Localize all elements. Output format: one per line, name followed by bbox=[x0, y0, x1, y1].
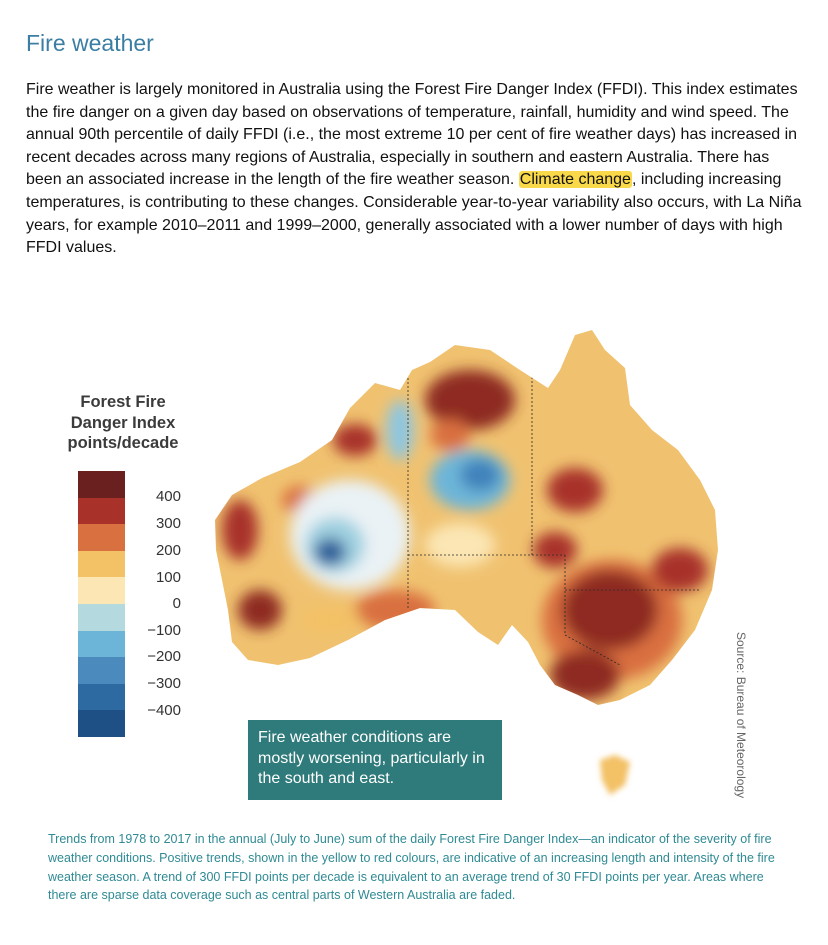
legend-tick: 400 bbox=[155, 488, 181, 505]
legend-swatch bbox=[78, 524, 125, 551]
legend-swatch bbox=[78, 630, 125, 658]
legend-tick: 300 bbox=[155, 515, 181, 532]
callout-box: Fire weather conditions are mostly worse… bbox=[248, 720, 502, 800]
source-credit: Source: Bureau of Meteorology bbox=[734, 632, 748, 799]
legend-swatch bbox=[78, 550, 125, 578]
legend-swatch bbox=[78, 497, 125, 525]
legend-title: Forest Fire Danger Index points/decade bbox=[58, 392, 188, 454]
legend-swatch bbox=[78, 577, 125, 604]
legend-tick: 100 bbox=[155, 569, 181, 586]
legend-swatch bbox=[78, 604, 125, 631]
legend-title-line-1: Forest Fire bbox=[80, 393, 166, 411]
australia-map bbox=[215, 330, 718, 795]
legend-tick: 200 bbox=[155, 542, 181, 559]
paragraph-text-2: , including increasing temperatures, is … bbox=[26, 171, 802, 257]
trend-field bbox=[215, 330, 718, 705]
ffdi-trend-figure: Forest Fire Danger Index points/decade 4… bbox=[0, 290, 828, 820]
legend-swatch bbox=[78, 710, 125, 737]
intro-paragraph: Fire weather is largely monitored in Aus… bbox=[26, 79, 802, 260]
legend-swatch bbox=[78, 683, 125, 711]
paragraph-text-1: Fire weather is largely monitored in Aus… bbox=[26, 81, 798, 189]
legend-title-line-3: points/decade bbox=[67, 434, 179, 452]
legend-tick: −100 bbox=[147, 622, 181, 639]
legend-title-line-2: Danger Index bbox=[70, 413, 176, 432]
legend-tick: −400 bbox=[147, 702, 181, 719]
legend-tick: −200 bbox=[147, 648, 181, 665]
page-title: Fire weather bbox=[26, 30, 154, 56]
legend-swatch bbox=[78, 657, 125, 684]
figure-caption: Trends from 1978 to 2017 in the annual (… bbox=[48, 832, 775, 903]
highlighted-text: Climate change bbox=[518, 171, 632, 189]
state-borders bbox=[407, 365, 700, 666]
legend-tick: −300 bbox=[147, 675, 181, 692]
legend-tick: 0 bbox=[172, 595, 181, 612]
legend-swatch bbox=[78, 471, 125, 498]
tasmania bbox=[600, 755, 630, 795]
